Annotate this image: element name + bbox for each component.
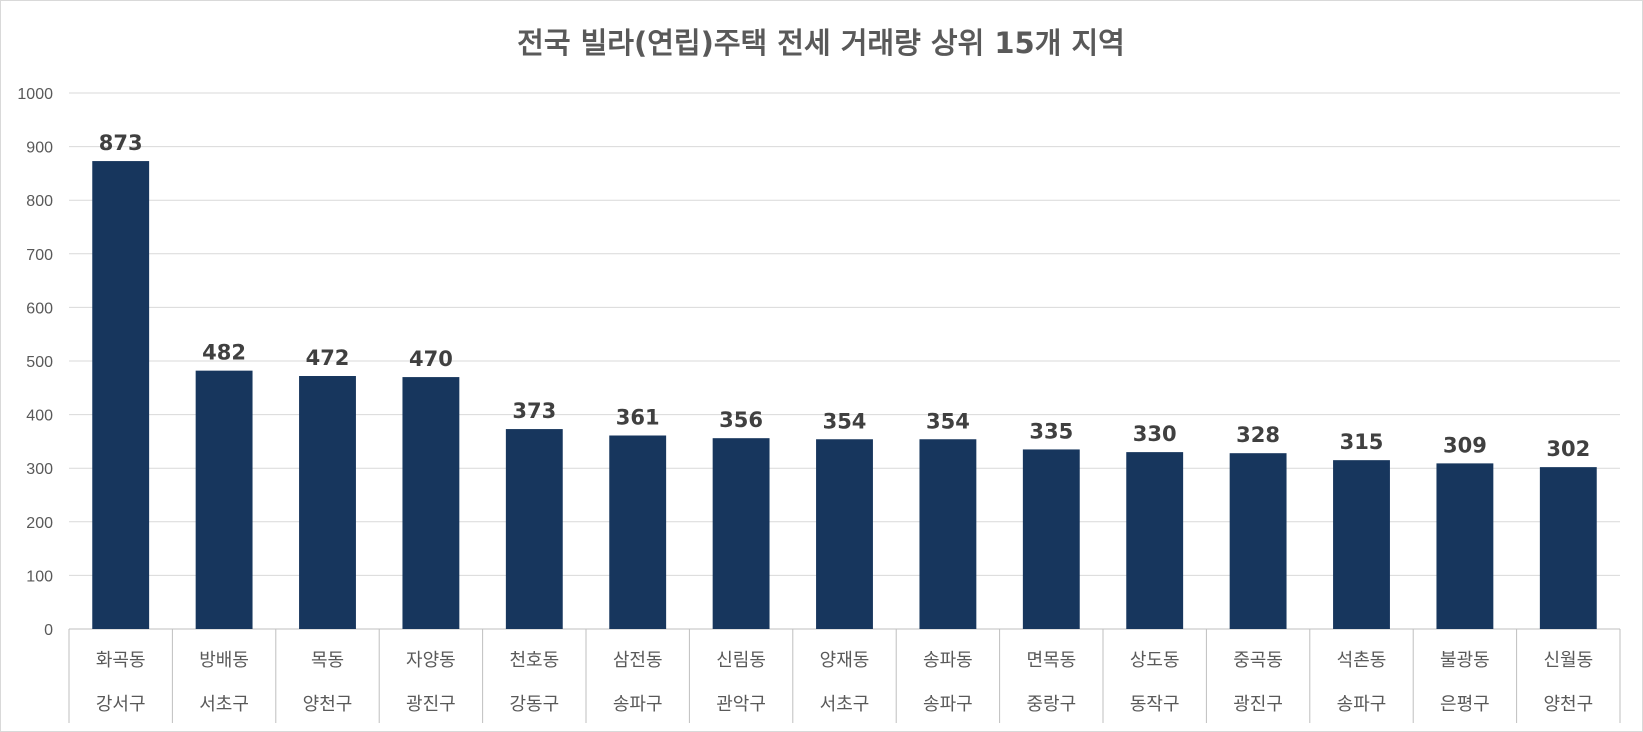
x-tick-label-gu: 강동구 [509, 694, 559, 715]
x-tick-label-dong: 목동 [311, 650, 344, 671]
y-tick-label: 500 [26, 354, 53, 371]
x-tick-label-dong: 신림동 [716, 650, 766, 671]
x-tick-label-gu: 광진구 [1233, 694, 1283, 715]
x-tick-label-dong: 자양동 [406, 650, 456, 671]
bar [402, 377, 460, 629]
x-tick-label-dong: 화곡동 [96, 650, 146, 671]
x-tick-label-dong: 석촌동 [1337, 650, 1387, 671]
x-tick-label-dong: 중곡동 [1233, 650, 1283, 671]
y-tick-label: 600 [26, 300, 53, 317]
bar [712, 438, 770, 629]
x-tick-label-gu: 관악구 [716, 694, 766, 715]
y-tick-label: 400 [26, 408, 53, 425]
chart-title: 전국 빌라(연립)주택 전세 거래량 상위 15개 지역 [517, 26, 1125, 60]
data-label: 335 [1029, 419, 1073, 443]
data-label: 309 [1443, 433, 1487, 457]
x-tick-label-gu: 송파구 [923, 694, 973, 715]
y-tick-label: 900 [26, 140, 53, 157]
data-label: 315 [1340, 430, 1384, 454]
x-tick-label-gu: 서초구 [820, 694, 870, 715]
x-tick-label-dong: 송파동 [923, 650, 973, 671]
data-label: 470 [409, 347, 453, 371]
data-label: 330 [1133, 422, 1177, 446]
y-tick-label: 300 [26, 461, 53, 478]
data-label: 482 [202, 341, 246, 365]
x-tick-label-dong: 방배동 [199, 650, 249, 671]
data-label: 354 [823, 409, 867, 433]
x-tick-label-gu: 광진구 [406, 694, 456, 715]
bar [1229, 453, 1287, 629]
bar [919, 439, 977, 629]
bar [505, 429, 563, 629]
bar [1436, 463, 1494, 629]
data-labels: 873 482 472 470 373 361 356 354 354 335 330 328 315 3… [99, 131, 1590, 461]
bars [92, 161, 1597, 629]
bar [299, 376, 356, 629]
x-tick-label-dong: 삼전동 [613, 650, 663, 671]
x-tick-label-gu: 동작구 [1130, 694, 1180, 715]
bar [609, 435, 667, 629]
bar [1022, 449, 1080, 629]
bar [1333, 460, 1390, 629]
x-tick-label-dong: 상도동 [1130, 650, 1180, 671]
x-tick-label-gu: 양천구 [303, 694, 353, 715]
data-label: 328 [1236, 423, 1280, 447]
y-tick-label: 800 [26, 193, 53, 210]
y-tick-label: 1000 [17, 86, 53, 103]
data-label: 356 [719, 408, 763, 432]
data-label: 873 [99, 131, 143, 155]
data-label: 361 [616, 406, 660, 430]
x-tick-label-gu: 은평구 [1440, 694, 1490, 715]
x-tick-label-gu: 송파구 [1337, 694, 1387, 715]
x-tick-label-dong: 천호동 [509, 650, 559, 671]
data-label: 373 [512, 399, 556, 423]
bar [816, 439, 873, 629]
x-tick-label-gu: 양천구 [1543, 694, 1593, 715]
y-tick-label: 0 [44, 622, 53, 639]
x-tick-label-gu: 서초구 [199, 694, 249, 715]
y-tick-label: 200 [26, 515, 53, 532]
data-label: 354 [926, 409, 970, 433]
x-tick-label-gu: 중랑구 [1026, 694, 1076, 715]
x-tick-label-dong: 양재동 [820, 650, 870, 671]
x-tick-label-gu: 송파구 [613, 694, 663, 715]
x-tick-label-dong: 불광동 [1440, 650, 1490, 671]
bar [195, 370, 253, 629]
y-tick-label: 100 [26, 568, 53, 585]
x-tick-label-gu: 강서구 [96, 694, 146, 715]
data-label: 302 [1546, 437, 1590, 461]
x-tick-label-dong: 면목동 [1026, 650, 1076, 671]
data-label: 472 [306, 346, 350, 370]
bar [1126, 452, 1184, 629]
x-tick-label-dong: 신월동 [1543, 650, 1593, 671]
bar [92, 161, 150, 629]
y-tick-label: 700 [26, 247, 53, 264]
bar [1539, 467, 1597, 629]
